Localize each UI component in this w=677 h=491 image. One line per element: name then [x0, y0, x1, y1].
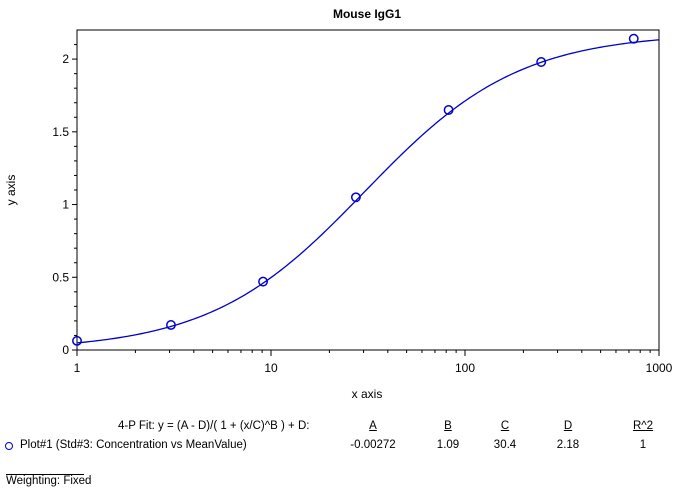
fit-header-b: B	[444, 420, 452, 432]
fit-header-d: D	[563, 420, 573, 432]
fit-value-d: 2.18	[556, 439, 580, 451]
data-point	[350, 192, 361, 203]
data-points	[72, 33, 639, 346]
chart-title: Mouse IgG1	[333, 7, 401, 21]
x-tick-label: 1000	[646, 361, 673, 375]
fit-values-row: Plot#1 (Std#3: Concentration vs MeanValu…	[0, 439, 677, 455]
x-tick-label: 10	[264, 361, 278, 375]
data-point	[72, 335, 82, 346]
fit-value-c: 30.4	[493, 439, 517, 451]
y-tick-label: 0.5	[52, 270, 69, 284]
weighting-label: Weighting: Fixed	[6, 475, 92, 487]
fit-header-a: A	[369, 420, 377, 432]
fit-header-row: 4-P Fit: y = (A - D)/( 1 + (x/C)^B ) + D…	[0, 420, 677, 436]
x-axis-label: x axis	[352, 387, 383, 400]
fit-value-a: -0.00272	[350, 439, 396, 451]
fit-header-c: C	[500, 420, 510, 432]
y-tick-label: 0	[62, 343, 69, 357]
plot-frame	[76, 29, 660, 351]
y-tick-label: 2	[62, 52, 69, 66]
fit-value-b: 1.09	[436, 439, 460, 451]
data-point	[166, 320, 176, 330]
fit-header-r2: R^2	[632, 420, 654, 432]
legend-circle-icon	[5, 442, 13, 450]
fit-value-r2: 1	[639, 439, 647, 451]
data-point	[628, 33, 639, 44]
divider	[6, 474, 84, 475]
legend-series-label: Plot#1 (Std#3: Concentration vs MeanValu…	[20, 439, 247, 451]
data-point	[443, 105, 454, 115]
y-axis-label: y axis	[4, 175, 18, 206]
data-point	[258, 276, 269, 287]
x-tick-label: 1	[74, 361, 81, 375]
y-tick-label: 1	[62, 198, 69, 212]
x-tick-label: 100	[455, 361, 475, 375]
chart: Mouse IgG1 0 0.5 1 1.5 2 1 10 100 1000 x axis y…	[4, 7, 673, 400]
y-axis-ticks: 0 0.5 1 1.5 2	[52, 44, 77, 357]
fit-curve	[76, 39, 660, 344]
y-tick-label: 1.5	[52, 125, 69, 139]
x-axis-ticks: 1 10 100 1000	[74, 350, 673, 375]
data-point	[536, 57, 547, 67]
fit-model-label: 4-P Fit: y = (A - D)/( 1 + (x/C)^B ) + D…	[118, 420, 310, 432]
